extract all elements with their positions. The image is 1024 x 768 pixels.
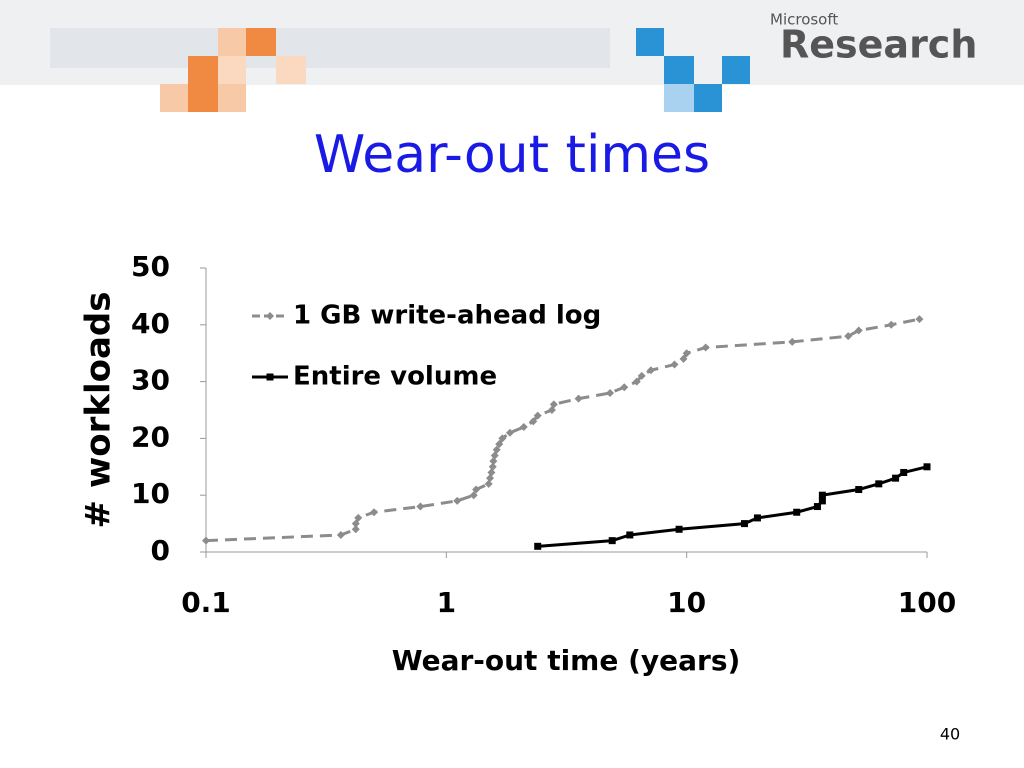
point bbox=[354, 513, 363, 522]
point bbox=[740, 520, 748, 528]
point bbox=[620, 383, 629, 392]
point bbox=[855, 486, 863, 494]
point bbox=[626, 531, 634, 539]
point bbox=[533, 411, 542, 420]
point bbox=[495, 440, 504, 449]
header-decoration bbox=[0, 0, 1024, 112]
y-tick-label: 30 bbox=[131, 364, 170, 397]
point bbox=[900, 468, 908, 476]
point bbox=[486, 474, 495, 483]
point bbox=[574, 394, 583, 403]
y-tick-label: 40 bbox=[131, 307, 170, 340]
point bbox=[484, 479, 493, 488]
point bbox=[608, 537, 616, 545]
point bbox=[854, 326, 863, 335]
x-tick-label: 0.1 bbox=[181, 586, 231, 619]
point bbox=[505, 428, 514, 437]
point bbox=[336, 530, 345, 539]
point bbox=[887, 320, 896, 329]
point bbox=[675, 525, 683, 533]
point bbox=[915, 315, 924, 324]
point bbox=[875, 480, 883, 488]
point bbox=[534, 542, 542, 550]
point bbox=[416, 502, 425, 511]
point bbox=[351, 519, 360, 528]
point bbox=[488, 462, 497, 471]
x-tick-label: 10 bbox=[667, 586, 706, 619]
point bbox=[606, 388, 615, 397]
y-tick-label: 0 bbox=[151, 534, 170, 567]
legend-label: 1 GB write-ahead log bbox=[293, 301, 601, 331]
point bbox=[549, 400, 558, 409]
series-line bbox=[205, 317, 920, 543]
point bbox=[682, 349, 691, 358]
point bbox=[632, 377, 641, 386]
y-tick-label: 10 bbox=[131, 477, 170, 510]
point bbox=[818, 491, 826, 499]
y-tick-label: 20 bbox=[131, 420, 170, 453]
legend-marker bbox=[266, 312, 274, 320]
point bbox=[844, 332, 853, 341]
logo-small: Microsoft bbox=[770, 11, 838, 29]
point bbox=[753, 514, 761, 522]
point bbox=[453, 496, 462, 505]
point bbox=[369, 508, 378, 517]
y-tick-label: 50 bbox=[131, 250, 170, 283]
point bbox=[670, 360, 679, 369]
y-axis-label: # workloads bbox=[79, 291, 119, 528]
point bbox=[529, 417, 538, 426]
page-number: 40 bbox=[940, 725, 960, 744]
point bbox=[492, 445, 501, 454]
point bbox=[892, 474, 900, 482]
point bbox=[637, 371, 646, 380]
point bbox=[646, 366, 655, 375]
point bbox=[813, 503, 821, 511]
point bbox=[923, 463, 931, 471]
point bbox=[818, 497, 826, 505]
x-axis-label: Wear-out time (years) bbox=[392, 644, 741, 677]
point bbox=[498, 434, 507, 443]
series-line bbox=[537, 465, 928, 548]
point bbox=[351, 525, 360, 534]
point bbox=[519, 423, 528, 432]
logo-large: Research bbox=[780, 23, 977, 67]
point bbox=[472, 485, 481, 494]
point bbox=[202, 536, 210, 545]
point bbox=[469, 491, 478, 500]
point bbox=[489, 457, 498, 466]
point bbox=[793, 508, 801, 516]
point bbox=[679, 354, 688, 363]
x-tick-label: 100 bbox=[898, 586, 956, 619]
point bbox=[487, 468, 496, 477]
legend-label: Entire volume bbox=[293, 362, 497, 392]
point bbox=[788, 337, 797, 346]
point bbox=[701, 343, 710, 352]
slide-title: Wear-out times bbox=[314, 125, 710, 185]
x-tick-label: 1 bbox=[437, 586, 456, 619]
legend-marker bbox=[266, 373, 274, 381]
